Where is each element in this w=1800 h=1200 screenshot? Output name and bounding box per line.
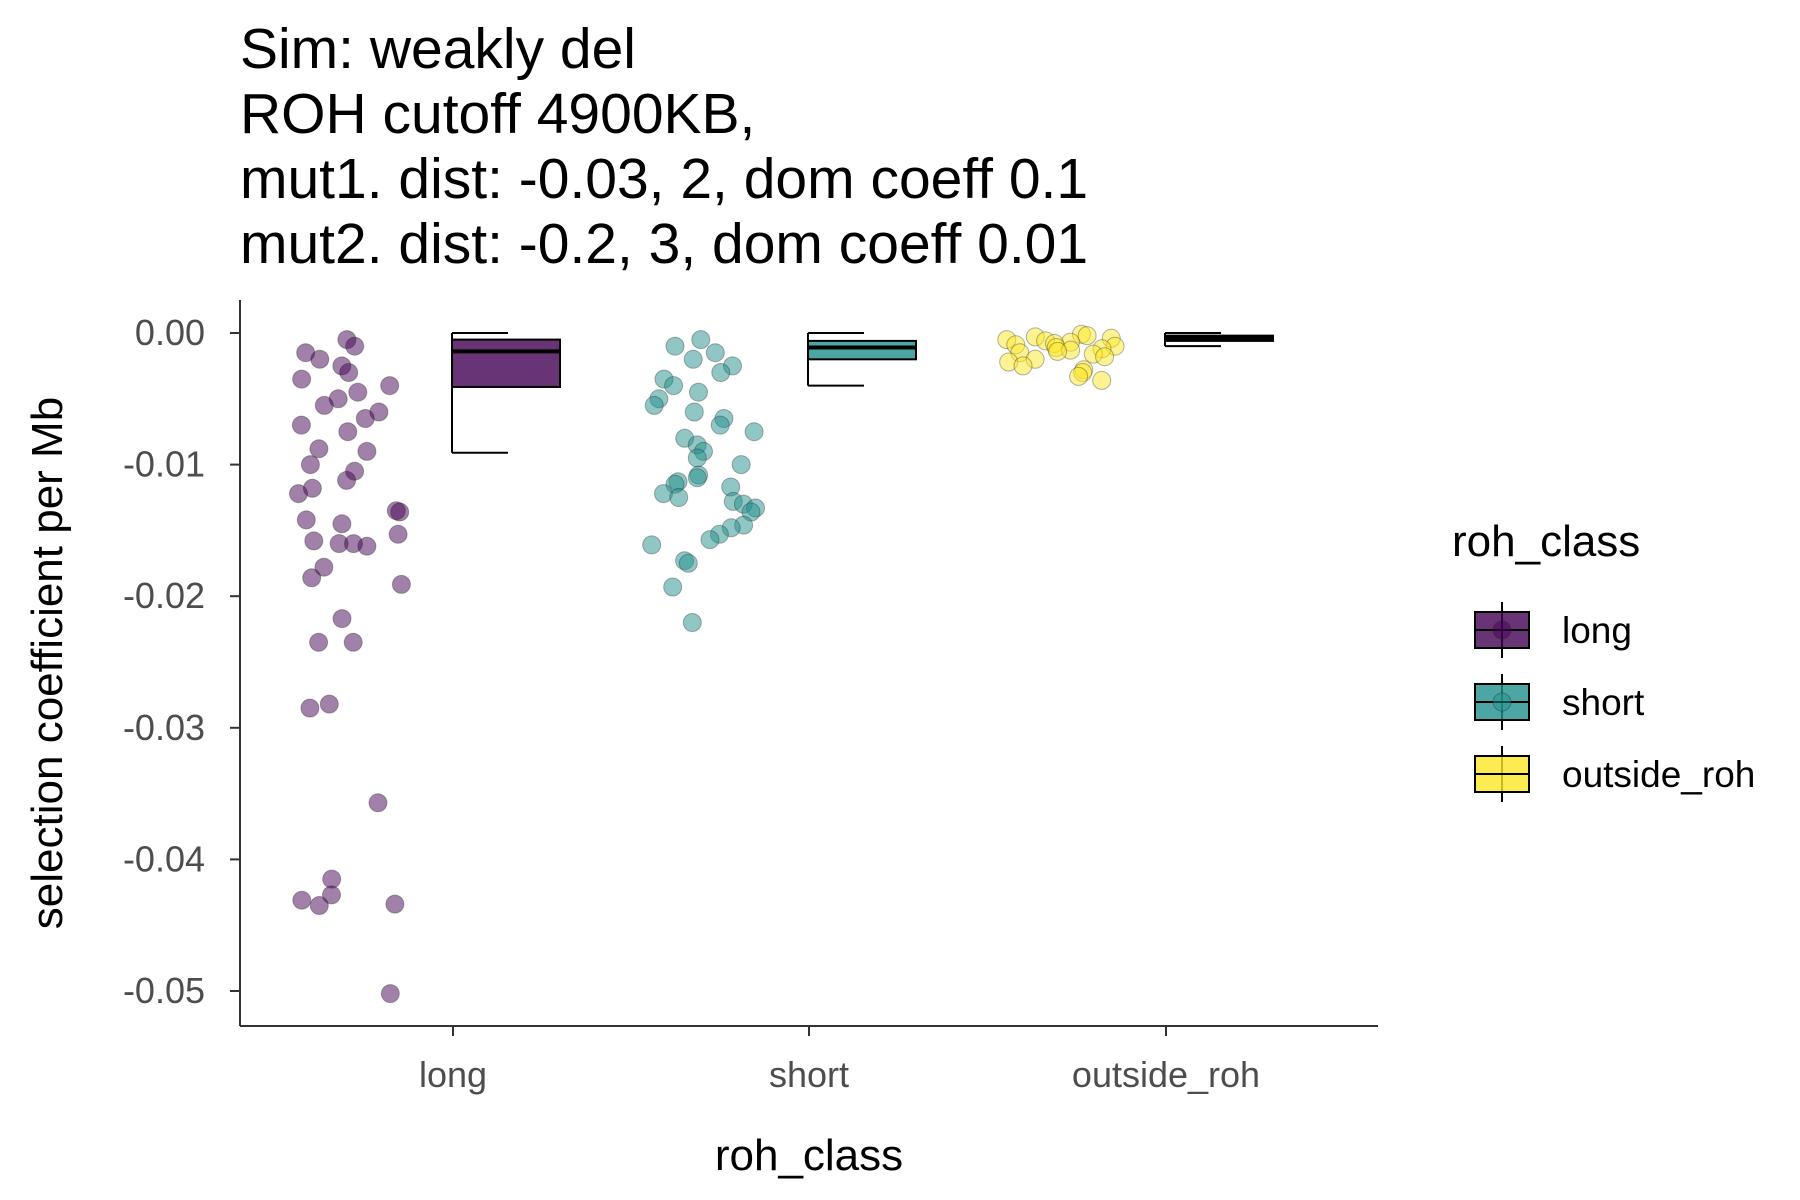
data-point-long [390,502,410,522]
y-tick-label: -0.03 [123,707,205,748]
data-point-long [345,336,365,356]
data-point-long [339,363,359,382]
data-point-long [304,531,324,551]
data-point-long [322,869,342,889]
data-point-long [357,536,377,556]
data-point-short [644,395,664,415]
chart-title-line-2: ROH cutoff 4900KB, [240,82,755,146]
data-point-outside_roh [1077,326,1097,346]
chart-title-line-4: mut2. dist: -0.2, 3, dom coeff 0.01 [240,212,1088,276]
data-point-short [682,613,702,632]
data-point-long [388,524,408,544]
jitter-points [289,324,1125,1004]
y-tick-label: -0.04 [123,838,205,879]
data-point-short [710,415,730,435]
data-point-short [665,336,685,356]
chart-title-line-1: Sim: weakly del [240,17,636,81]
data-point-long [292,369,312,389]
data-point-long [391,574,411,594]
data-point-short [642,535,662,555]
legend-key-point-short [1492,692,1512,712]
box-short [807,339,917,361]
data-point-long [296,510,316,530]
x-axis-ticks: long short outside_roh [419,1026,1260,1095]
data-point-long [309,439,329,459]
data-point-outside_roh [1069,366,1089,386]
y-axis-title: selection coefficient per Mb [23,397,72,929]
data-point-long [357,441,377,461]
data-point-long [337,470,357,490]
data-point-outside_roh [1092,370,1112,390]
data-point-short [687,448,707,468]
data-point-long [385,894,405,914]
data-point-short [669,488,689,507]
y-axis-ticks: 0.00 -0.01 -0.02 -0.03 -0.04 -0.05 [123,312,240,1011]
box-long [451,338,561,388]
data-point-long [319,694,339,714]
data-point-outside_roh [1048,341,1068,361]
data-point-long [314,557,334,577]
legend: roh_class long short outside_roh [1452,517,1755,802]
data-point-short [664,376,684,396]
data-point-long [289,484,308,504]
data-point-long [380,376,400,396]
legend-title: roh_class [1452,517,1640,566]
data-point-long [309,632,329,652]
data-point-long [322,885,341,905]
y-tick-label: -0.05 [123,970,205,1011]
x-tick-label: long [419,1054,487,1095]
data-point-short [684,402,704,422]
boxplots [451,332,1274,454]
x-axis-title: roh_class [715,1131,903,1180]
data-point-short [744,422,764,442]
data-point-long [332,609,352,629]
data-point-long [300,455,320,475]
data-point-long [291,415,311,435]
data-point-outside_roh [1095,347,1115,367]
legend-keys: long short outside_roh [1474,602,1755,802]
data-point-short [705,343,725,363]
y-tick-label: -0.01 [123,444,205,485]
x-tick-label: outside_roh [1072,1054,1260,1095]
y-tick-label: -0.02 [123,575,205,616]
data-point-long [380,984,400,1004]
data-point-long [309,896,329,915]
x-tick-label: short [769,1054,849,1095]
data-point-long [292,890,312,910]
legend-key-point-long [1492,620,1512,640]
data-point-long [310,349,330,369]
data-point-short [663,577,683,597]
data-point-short [731,455,751,475]
legend-label-outside_roh: outside_roh [1562,754,1755,795]
chart-title-line-3: mut1. dist: -0.03, 2, dom coeff 0.1 [240,147,1088,211]
data-point-long [338,422,358,442]
data-point-short [683,349,703,369]
data-point-long [343,632,363,652]
legend-label-long: long [1562,610,1632,651]
data-point-long [348,382,368,402]
legend-label-short: short [1562,682,1645,723]
y-tick-label: 0.00 [135,312,205,353]
data-point-long [300,698,320,718]
data-point-long [355,409,375,428]
data-point-short [691,330,711,350]
data-point-long [368,793,388,813]
data-point-short [678,553,698,573]
data-point-short [687,468,707,488]
data-point-short [689,382,708,402]
data-point-long [314,395,334,415]
data-point-outside_roh [1013,356,1033,376]
data-point-long [302,568,322,588]
data-point-short [700,530,720,550]
data-point-long [332,514,352,534]
data-point-short [711,363,731,382]
